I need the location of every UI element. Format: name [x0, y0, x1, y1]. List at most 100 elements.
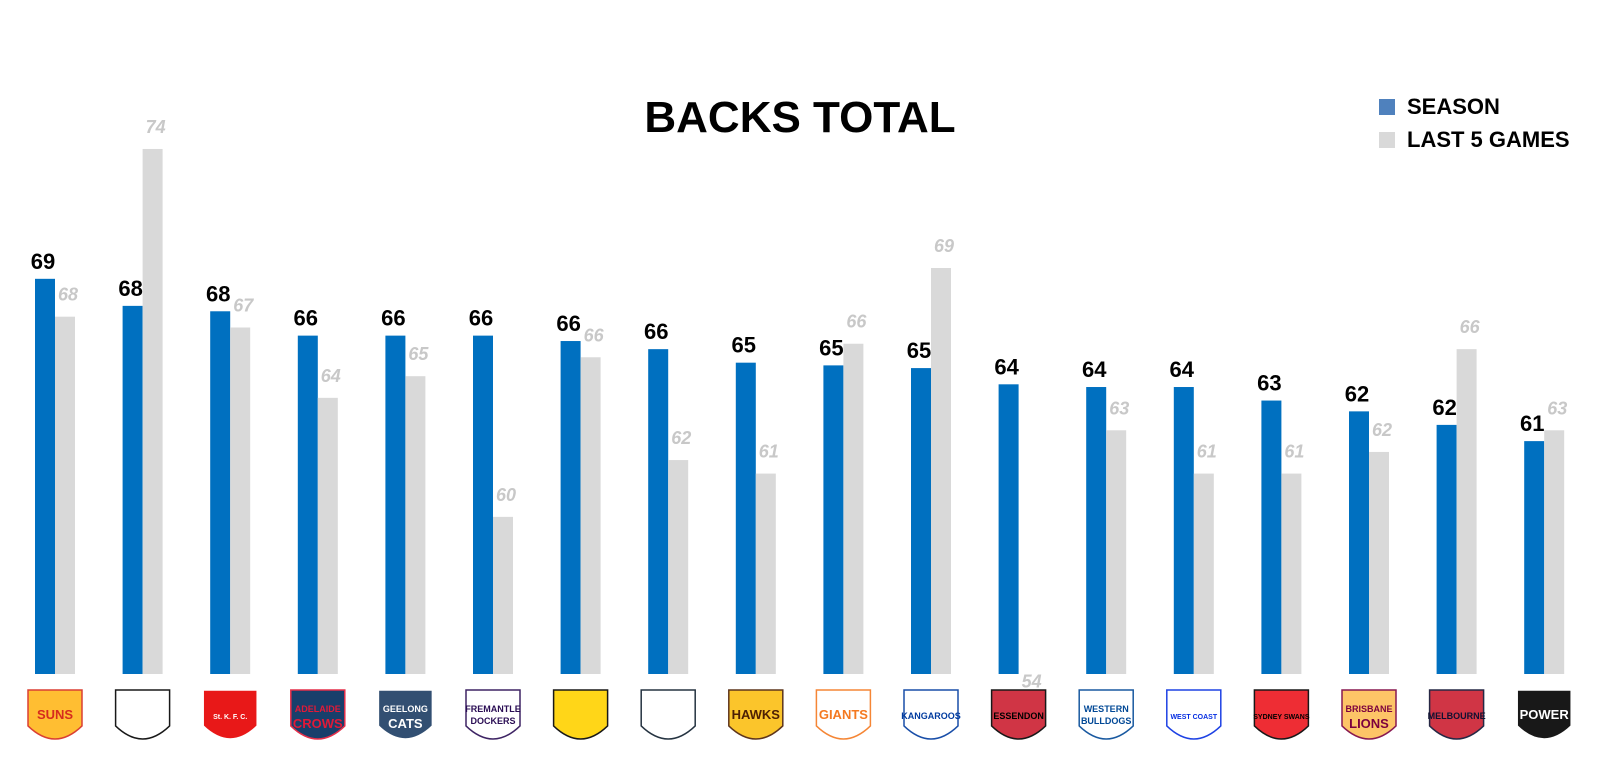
logo-shield-carlton [640, 689, 696, 740]
data-label-last-5-games-sydney-swans: 61 [1284, 442, 1304, 462]
data-label-last-5-games-adelaide-crows: 64 [321, 366, 341, 386]
data-label-season-giants: 65 [819, 335, 843, 360]
logo-shield-geelong-cats [377, 689, 434, 740]
team-logo-giants: GIANTS [815, 689, 872, 740]
data-label-last-5-games-richmond: 66 [584, 325, 605, 345]
bars-group [35, 148, 1565, 675]
logo-shield-brisbane-lions [1341, 689, 1397, 740]
bar-last-5-games-st-k-f-c [230, 327, 251, 674]
data-label-season-essendon: 64 [994, 354, 1019, 379]
logo-text-suns-0: SUNS [37, 707, 73, 722]
logo-shield-giants [815, 689, 872, 740]
data-label-season-st-k-f-c: 68 [206, 281, 230, 306]
team-logo-kangaroos: KANGAROOS [901, 689, 961, 740]
data-label-season-richmond: 66 [556, 311, 580, 336]
bar-last-5-games-giants [843, 343, 864, 674]
data-label-season-collingwood: 68 [118, 276, 142, 301]
data-label-last-5-games-geelong-cats: 65 [408, 344, 429, 364]
data-label-season-carlton: 66 [644, 319, 668, 344]
data-label-season-western-bulldogs: 64 [1082, 357, 1107, 382]
logo-text-melbourne-0: MELBOURNE [1428, 711, 1486, 721]
bar-last-5-games-melbourne [1456, 349, 1477, 674]
bar-season-essendon [998, 384, 1019, 674]
bar-season-collingwood [122, 305, 143, 674]
bar-season-power [1524, 441, 1545, 674]
data-label-season-kangaroos: 65 [907, 338, 931, 363]
logo-shield-west-coast [1166, 689, 1222, 740]
data-label-last-5-games-carlton: 62 [671, 428, 691, 448]
team-logo-adelaide-crows: ADELAIDE CROWS [290, 689, 346, 740]
logo-shield-richmond [552, 689, 609, 740]
data-label-last-5-games-suns: 68 [58, 285, 78, 305]
logo-text-power-0: POWER [1520, 707, 1570, 722]
data-label-last-5-games-western-bulldogs: 63 [1109, 398, 1129, 418]
bar-season-western-bulldogs [1086, 387, 1107, 674]
bar-season-kangaroos [911, 368, 931, 674]
logo-shield-melbourne [1428, 689, 1485, 740]
team-logo-western-bulldogs: WESTERN BULLDOGS [1078, 689, 1134, 740]
bar-last-5-games-adelaide-crows [317, 397, 338, 674]
bar-last-5-games-collingwood [142, 148, 163, 675]
logo-shield-suns [27, 689, 83, 740]
team-logos-group: SUNS St. K. F. C. ADELAIDE CROWS GEELONG CATS… [27, 689, 1572, 740]
bar-season-geelong-cats [385, 335, 406, 674]
bar-last-5-games-fremantle-dockers [493, 516, 513, 674]
logo-shield-sydney-swans [1253, 689, 1310, 740]
bar-season-giants [823, 365, 844, 674]
legend-label-last-5-games: LAST 5 GAMES [1407, 127, 1570, 152]
logo-text-adelaide-crows-1: CROWS [293, 716, 343, 731]
data-label-last-5-games-st-k-f-c: 67 [233, 296, 254, 316]
bar-last-5-games-carlton [668, 460, 689, 674]
team-logo-st-k-f-c: St. K. F. C. [202, 689, 258, 740]
bar-season-richmond [560, 341, 581, 674]
bar-season-melbourne [1436, 424, 1457, 674]
bar-last-5-games-western-bulldogs [1106, 430, 1127, 674]
bar-season-hawks [735, 362, 756, 674]
team-logo-essendon: ESSENDON [990, 689, 1047, 740]
logo-text-fremantle-dockers-0: FREMANTLE [465, 704, 521, 714]
logo-text-brisbane-lions-1: LIONS [1349, 716, 1389, 731]
team-logo-hawks: HAWKS [728, 689, 784, 740]
logo-text-geelong-cats-0: GEELONG [383, 704, 428, 714]
team-logo-suns: SUNS [27, 689, 83, 740]
team-logo-geelong-cats: GEELONG CATS [377, 689, 434, 740]
logo-text-giants-0: GIANTS [819, 707, 868, 722]
logo-shield-st-k-f-c [202, 689, 258, 740]
legend-swatch-last-5-games [1379, 132, 1395, 148]
data-label-season-west-coast: 64 [1170, 357, 1195, 382]
bar-last-5-games-richmond [580, 357, 601, 674]
data-label-season-suns: 69 [31, 249, 55, 274]
data-label-season-sydney-swans: 63 [1257, 371, 1281, 396]
logo-text-western-bulldogs-0: WESTERN [1084, 704, 1129, 714]
logo-text-geelong-cats-1: CATS [388, 716, 423, 731]
logo-shield-western-bulldogs [1078, 689, 1134, 740]
team-logo-power: POWER [1516, 689, 1572, 740]
data-label-last-5-games-kangaroos: 69 [934, 236, 954, 256]
data-label-last-5-games-power: 63 [1547, 398, 1567, 418]
bar-season-fremantle-dockers [473, 335, 493, 674]
bar-season-adelaide-crows [297, 335, 318, 674]
bar-season-carlton [648, 349, 669, 674]
logo-text-essendon-0: ESSENDON [993, 711, 1044, 721]
logo-shield-fremantle-dockers [465, 689, 521, 740]
data-label-season-melbourne: 62 [1432, 395, 1456, 420]
data-label-last-5-games-giants: 66 [846, 312, 867, 332]
logo-text-western-bulldogs-1: BULLDOGS [1081, 716, 1132, 726]
bar-season-brisbane-lions [1349, 411, 1369, 674]
logo-text-fremantle-dockers-1: DOCKERS [470, 716, 515, 726]
bar-last-5-games-geelong-cats [405, 376, 426, 674]
logo-shield-hawks [728, 689, 784, 740]
data-label-season-brisbane-lions: 62 [1345, 381, 1369, 406]
logo-text-adelaide-crows-0: ADELAIDE [295, 704, 341, 714]
team-logo-brisbane-lions: BRISBANE LIONS [1341, 689, 1397, 740]
legend: SEASON LAST 5 GAMES [1379, 94, 1570, 152]
bar-last-5-games-suns [55, 316, 75, 674]
data-label-last-5-games-brisbane-lions: 62 [1372, 420, 1392, 440]
team-logo-collingwood [114, 689, 171, 740]
team-logo-west-coast: WEST COAST [1166, 689, 1222, 740]
logo-text-west-coast-0: WEST COAST [1170, 714, 1217, 721]
bar-last-5-games-west-coast [1193, 473, 1214, 674]
team-logo-melbourne: MELBOURNE [1428, 689, 1486, 740]
